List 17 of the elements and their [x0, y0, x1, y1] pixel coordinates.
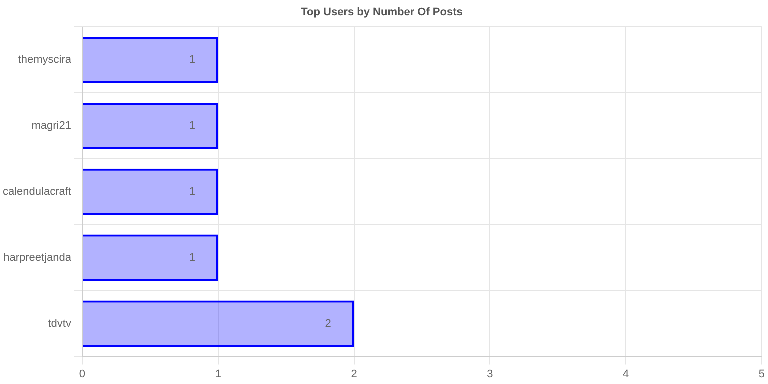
data-label: 1 — [189, 252, 196, 264]
x-tick-label: 5 — [758, 368, 766, 380]
data-label: 1 — [189, 54, 196, 66]
y-tick-label: magri21 — [32, 120, 72, 132]
data-label: 2 — [325, 318, 332, 330]
y-tick-label: themyscira — [18, 54, 72, 66]
x-tick-label: 4 — [622, 368, 630, 380]
x-tick-label: 1 — [215, 368, 222, 380]
y-tick-label: calendulacraft — [2, 186, 72, 198]
data-label: 1 — [189, 186, 196, 198]
y-tick-label: harpreetjanda — [4, 252, 72, 264]
y-tick-label: tdvtv — [48, 318, 72, 330]
x-tick-label: 2 — [351, 368, 358, 380]
x-tick-label: 3 — [487, 368, 494, 380]
data-label: 1 — [189, 120, 196, 132]
chart-title: Top Users by Number Of Posts — [301, 6, 463, 19]
x-tick-label: 0 — [79, 368, 86, 380]
